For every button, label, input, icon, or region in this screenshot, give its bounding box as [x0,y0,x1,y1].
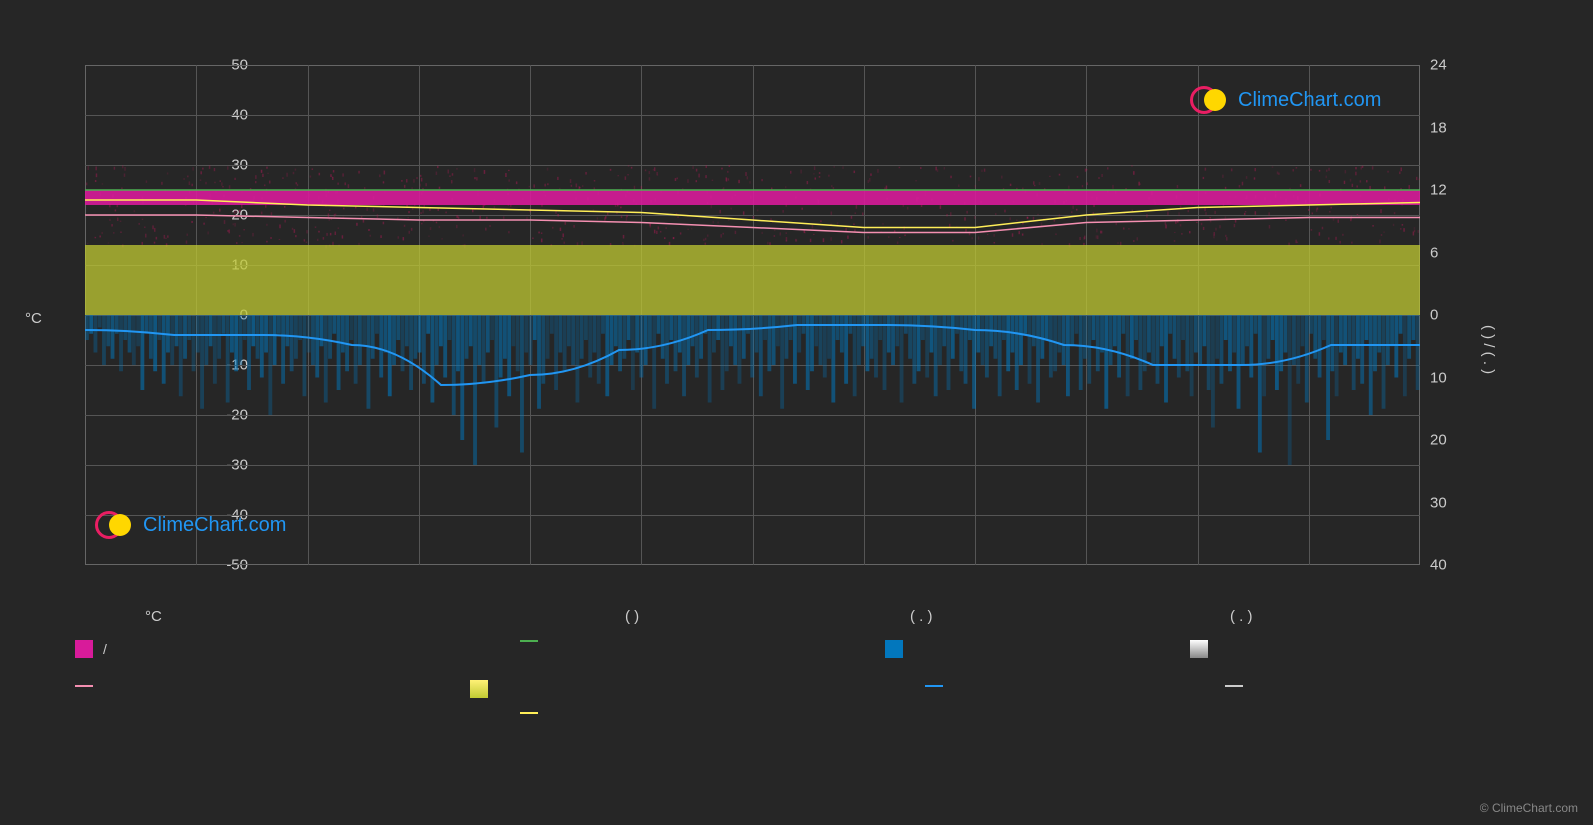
chart-plot-area [85,65,1420,565]
y-axis-right-title: ( ) / ( . ) [1480,200,1497,500]
copyright-text: © ClimeChart.com [1480,801,1578,815]
watermark: ClimeChart.com [1190,85,1381,115]
chart-svg [85,65,1420,565]
y-axis-left-title: °C [25,310,42,327]
watermark: ClimeChart.com [95,510,286,540]
